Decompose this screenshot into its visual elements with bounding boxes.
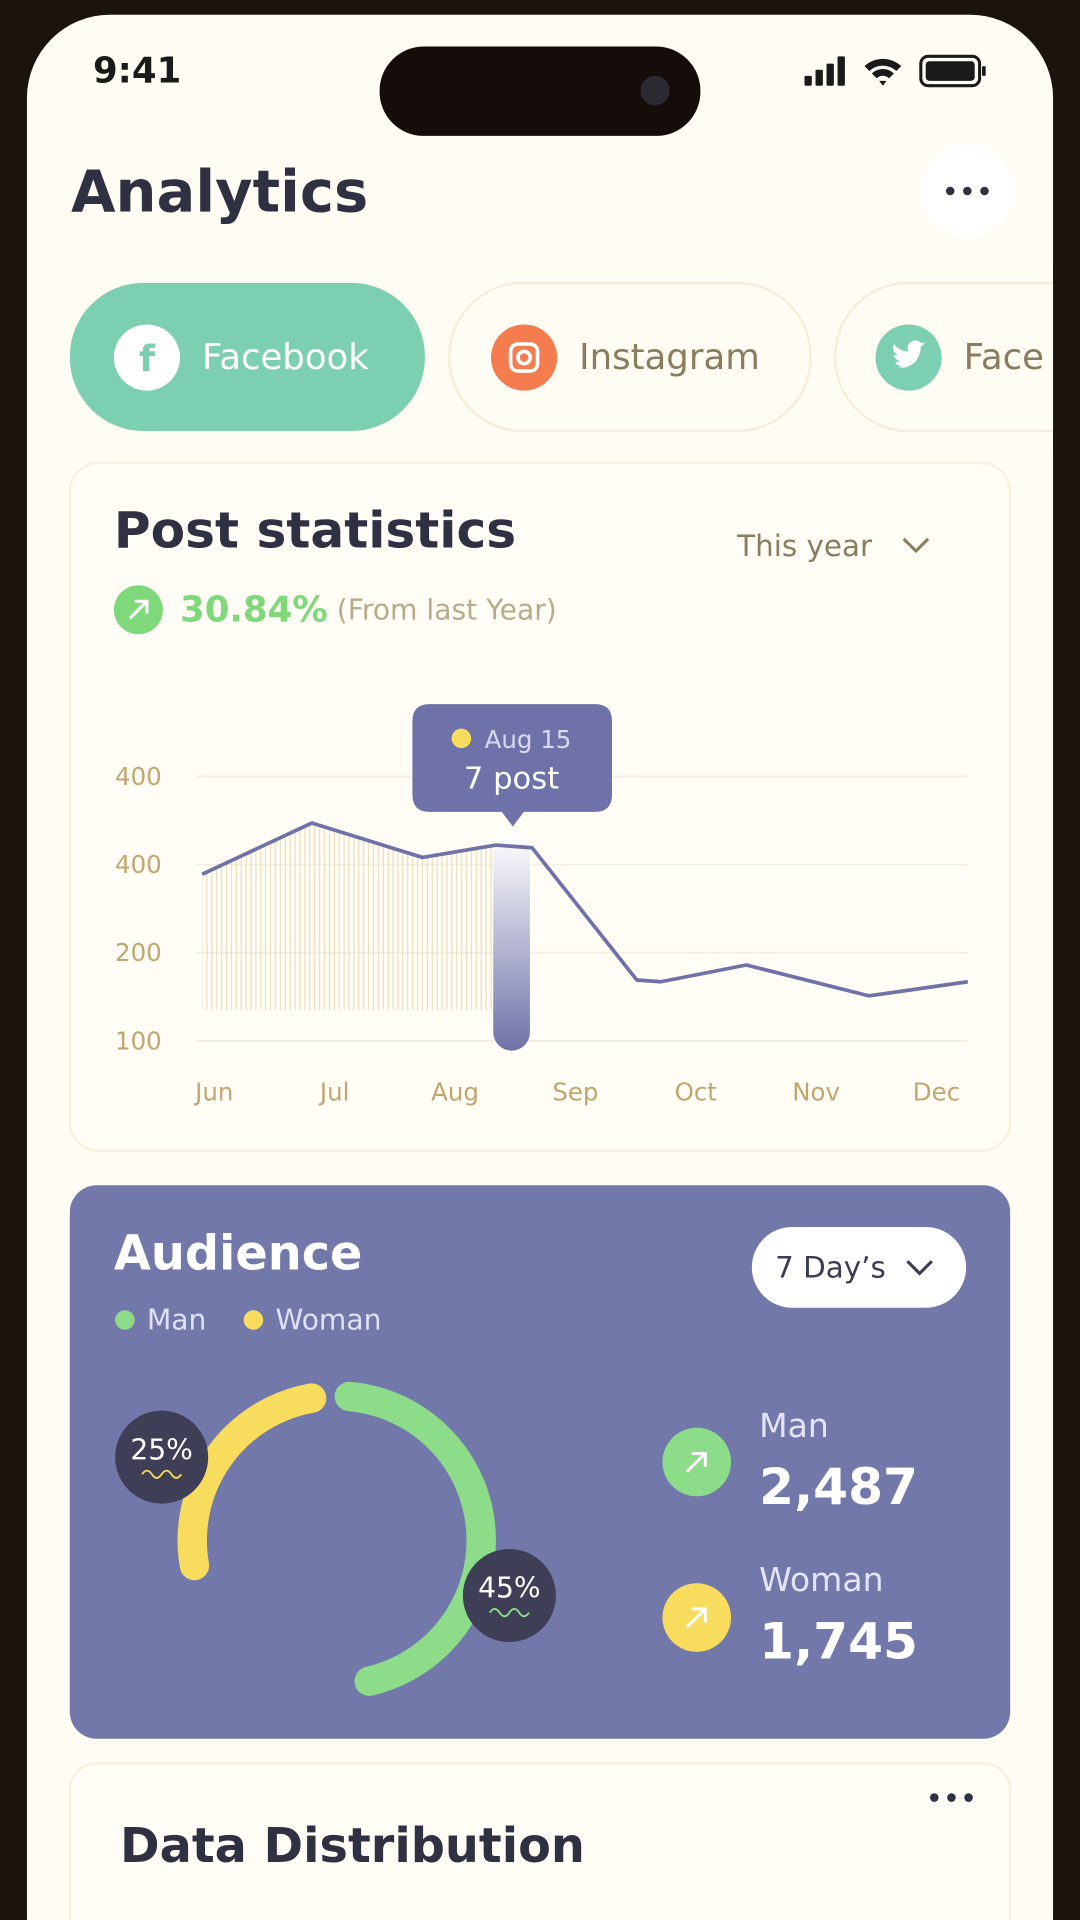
period-label[interactable]: 7 Day’s — [775, 1250, 886, 1284]
tab-facebook[interactable]: f Facebook — [69, 282, 425, 432]
change-value: 30.84% — [180, 589, 328, 630]
value-label: 45% — [478, 1572, 541, 1605]
status-time: 9:41 — [93, 51, 181, 92]
y-tick-label: 100 — [115, 1026, 162, 1055]
stat-name: Man — [759, 1406, 829, 1445]
tab-third[interactable]: Face — [833, 281, 1080, 433]
y-tick-label: 200 — [115, 938, 162, 967]
y-tick-label: 400 — [115, 850, 162, 879]
hatch-area — [202, 823, 496, 1011]
x-tick-label: Oct — [675, 1078, 718, 1107]
change-note: (From last Year) — [337, 593, 557, 626]
x-tick-label: Jun — [193, 1078, 233, 1107]
legend-dot — [115, 1310, 135, 1330]
tab-label[interactable]: Instagram — [579, 337, 760, 378]
tooltip-text: 7 post — [464, 761, 559, 796]
squiggle — [489, 1608, 530, 1618]
bezel-edge — [1053, 269, 1080, 454]
line — [201, 821, 969, 998]
y-tick-label: 400 — [115, 762, 162, 791]
donut-arc — [334, 1381, 496, 1696]
tooltip-dot — [451, 728, 472, 749]
camera — [640, 75, 670, 106]
distribution-card — [68, 1762, 1012, 1920]
tab-label[interactable]: Facebook — [202, 337, 369, 378]
tab-instagram[interactable]: Instagram — [448, 281, 812, 433]
period-pill[interactable] — [751, 1226, 967, 1308]
legend-dot — [243, 1310, 264, 1330]
x-tick-label: Dec — [913, 1078, 960, 1107]
card-title: Data Distribution — [120, 1819, 585, 1874]
page-title: Analytics — [71, 159, 368, 226]
x-tick-label: Sep — [552, 1078, 598, 1107]
icon-glyph: f — [139, 337, 156, 380]
period-select[interactable]: 7 Day’s — [751, 1226, 967, 1308]
tooltip-date: Aug 15 — [485, 725, 572, 754]
more-button[interactable] — [930, 1793, 973, 1802]
more-button[interactable] — [920, 144, 1014, 238]
audience-card — [69, 1185, 1011, 1739]
donut-chart: 45% Man 25% Woman — [115, 1304, 556, 1696]
dynamic-island — [379, 46, 701, 136]
value-bubble — [115, 1410, 209, 1504]
legend-label: Man — [147, 1304, 206, 1337]
tab-bg[interactable] — [833, 281, 1080, 433]
donut-arc — [177, 1383, 327, 1581]
tab-label[interactable]: Face — [964, 337, 1044, 378]
line-chart: 400 400 200 100 Jun Jul Aug Sep Oct Nov Dec Aug 15 7… — [115, 704, 969, 1107]
stat-value: 2,487 — [759, 1457, 918, 1516]
highlight-bar — [493, 833, 530, 1051]
value-label: 25% — [130, 1433, 193, 1466]
squiggle — [141, 1469, 182, 1479]
tab-bg[interactable] — [448, 281, 812, 433]
period-label[interactable]: This year — [736, 529, 873, 563]
legend-label: Woman — [276, 1304, 382, 1337]
stat-value: 1,745 — [759, 1611, 918, 1670]
x-tick-label: Jul — [318, 1078, 350, 1107]
tab-icon — [113, 324, 180, 391]
x-tick-label: Aug — [431, 1078, 479, 1107]
value-bubble — [462, 1548, 556, 1643]
stat-name: Woman — [759, 1560, 883, 1599]
x-tick-label: Nov — [792, 1078, 840, 1107]
status-icons — [804, 54, 986, 88]
period-select[interactable]: This year — [736, 529, 930, 563]
tab-bg[interactable] — [69, 282, 425, 432]
tab-icon — [491, 324, 558, 391]
card-title: Post statistics — [114, 501, 516, 560]
card-title: Audience — [114, 1226, 363, 1281]
